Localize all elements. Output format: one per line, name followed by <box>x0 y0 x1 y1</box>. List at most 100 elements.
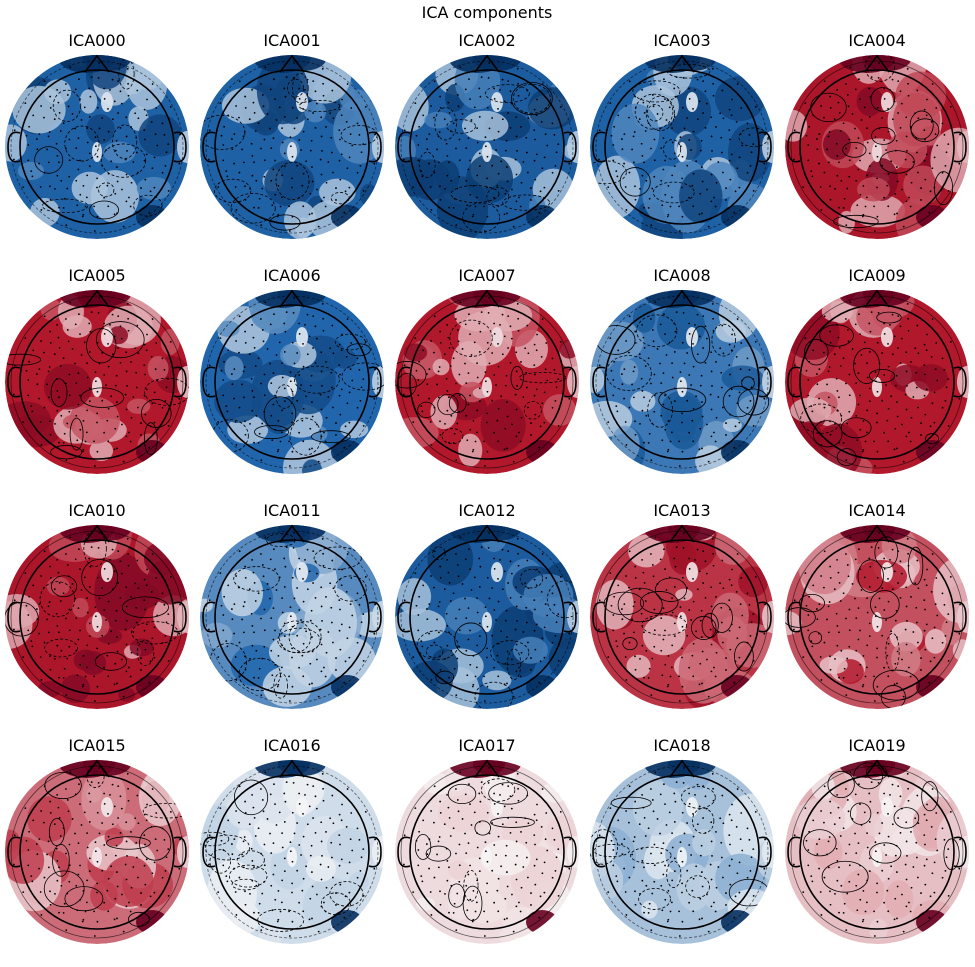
head-outline <box>19 304 175 460</box>
right-ear <box>953 131 967 163</box>
head-outline <box>19 774 175 930</box>
component-title: ICA002 <box>458 31 515 50</box>
head-outline <box>799 69 955 225</box>
left-ear <box>787 836 801 868</box>
nose <box>279 54 305 73</box>
component-title: ICA001 <box>263 31 320 50</box>
component-title: ICA005 <box>68 266 125 285</box>
left-ear <box>592 836 606 868</box>
component-title: ICA004 <box>848 31 905 50</box>
sensor-dots <box>208 532 376 702</box>
nose <box>474 759 500 778</box>
topomap-ica003: ICA003 <box>590 31 774 239</box>
head-outline <box>799 539 955 695</box>
left-ear <box>787 601 801 633</box>
nose <box>84 524 110 543</box>
sensor-dots <box>13 297 181 467</box>
head-outline <box>604 69 760 225</box>
left-ear <box>7 366 21 398</box>
component-title: ICA014 <box>848 501 905 520</box>
component-title: ICA000 <box>68 31 125 50</box>
sensor-dots <box>208 62 376 232</box>
sensor-dots <box>13 62 181 232</box>
topomap-ica018: ICA018 <box>590 736 774 944</box>
nose <box>84 54 110 73</box>
nose <box>474 289 500 308</box>
topomap-field <box>200 290 384 474</box>
nose <box>279 759 305 778</box>
component-title: ICA015 <box>68 736 125 755</box>
right-ear <box>563 836 577 868</box>
sensor-dots <box>793 62 961 232</box>
right-ear <box>953 366 967 398</box>
topomap-ica000: ICA000 <box>5 31 189 239</box>
head-outline <box>409 774 565 930</box>
nose <box>84 289 110 308</box>
nose <box>84 759 110 778</box>
nose <box>864 524 890 543</box>
left-ear <box>7 131 21 163</box>
right-ear <box>953 601 967 633</box>
topomap-field <box>590 760 774 944</box>
head-outline <box>214 304 370 460</box>
component-title: ICA008 <box>653 266 710 285</box>
sensor-dots <box>208 767 376 937</box>
topomap-field <box>5 760 189 944</box>
component-title: ICA011 <box>263 501 320 520</box>
topomap-ica011: ICA011 <box>200 501 384 709</box>
nose <box>669 54 695 73</box>
left-ear <box>397 601 411 633</box>
topomap-field <box>785 55 969 239</box>
topomap-ica012: ICA012 <box>395 501 579 709</box>
right-ear <box>368 836 382 868</box>
right-ear <box>173 836 187 868</box>
head-outline <box>409 539 565 695</box>
component-title: ICA018 <box>653 736 710 755</box>
topomap-field <box>785 290 969 474</box>
head-outline <box>604 304 760 460</box>
nose <box>279 524 305 543</box>
nose <box>474 54 500 73</box>
topomap-field <box>590 55 774 239</box>
topomap-ica006: ICA006 <box>200 266 384 474</box>
component-title: ICA019 <box>848 736 905 755</box>
topomap-ica001: ICA001 <box>200 31 384 239</box>
topomap-ica010: ICA010 <box>5 501 189 709</box>
nose <box>474 524 500 543</box>
topomap-field <box>785 525 969 709</box>
left-ear <box>592 601 606 633</box>
topomap-field <box>200 760 384 944</box>
left-ear <box>202 836 216 868</box>
component-title: ICA006 <box>263 266 320 285</box>
right-ear <box>563 601 577 633</box>
topomap-field <box>395 290 579 474</box>
right-ear <box>368 131 382 163</box>
topomap-field <box>5 290 189 474</box>
head-outline <box>799 304 955 460</box>
sensor-dots <box>403 297 571 467</box>
nose <box>669 524 695 543</box>
left-ear <box>202 131 216 163</box>
right-ear <box>563 131 577 163</box>
topomap-field <box>395 525 579 709</box>
sensor-dots <box>598 532 766 702</box>
right-ear <box>758 366 772 398</box>
right-ear <box>368 366 382 398</box>
head-outline <box>799 774 955 930</box>
right-ear <box>173 601 187 633</box>
topomap-ica016: ICA016 <box>200 736 384 944</box>
head-outline <box>214 69 370 225</box>
sensor-dots <box>793 297 961 467</box>
head-outline <box>19 69 175 225</box>
component-title: ICA003 <box>653 31 710 50</box>
nose <box>279 289 305 308</box>
left-ear <box>787 131 801 163</box>
left-ear <box>397 366 411 398</box>
right-ear <box>563 366 577 398</box>
right-ear <box>368 601 382 633</box>
component-title: ICA016 <box>263 736 320 755</box>
sensor-dots <box>403 62 571 232</box>
left-ear <box>397 836 411 868</box>
nose <box>669 289 695 308</box>
